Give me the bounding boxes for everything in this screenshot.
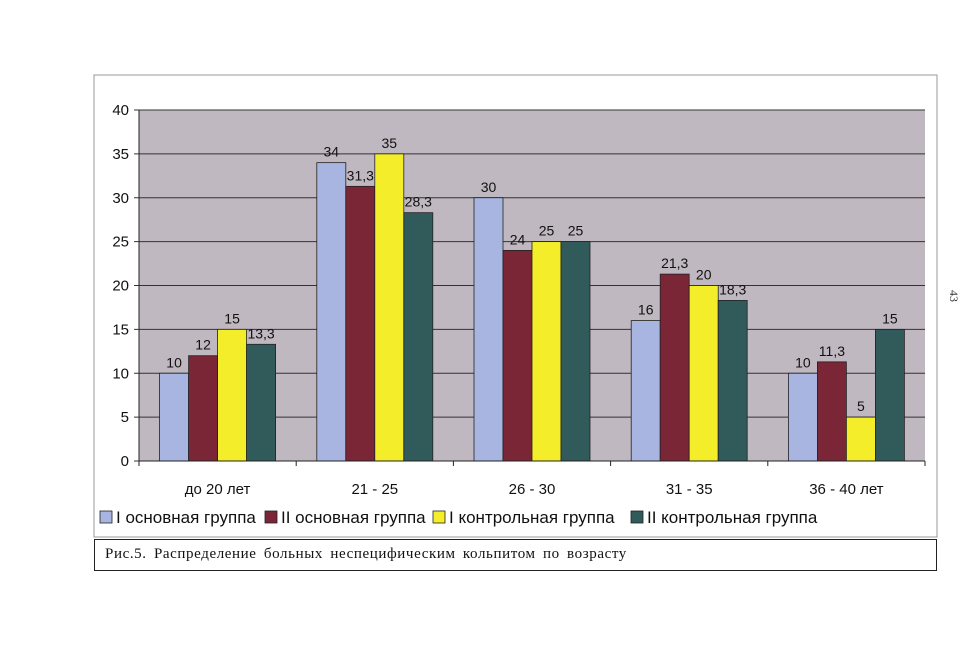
data-label: 5 bbox=[857, 398, 865, 414]
y-tick-label: 10 bbox=[112, 365, 129, 382]
y-axis-ticks: 0 5 10 15 20 25 30 35 40 bbox=[112, 102, 139, 470]
legend-swatch bbox=[264, 510, 278, 524]
data-label: 11,3 bbox=[819, 343, 845, 359]
bar bbox=[246, 343, 277, 462]
x-axis-ticks: до 20 лет 21 - 25 26 - 30 31 - 35 36 - 40 ле… bbox=[138, 461, 926, 498]
legend-label: I контрольная группа bbox=[449, 508, 615, 527]
data-label: 20 bbox=[696, 267, 712, 283]
data-label: 21,3 bbox=[661, 255, 688, 271]
bar bbox=[374, 153, 405, 462]
x-tick-label: 26 - 30 bbox=[509, 481, 556, 498]
bar bbox=[316, 162, 347, 462]
page-number: 43 bbox=[947, 290, 961, 302]
bar bbox=[688, 285, 719, 462]
data-label: 10 bbox=[795, 354, 811, 370]
y-tick-label: 35 bbox=[112, 146, 129, 163]
data-label: 35 bbox=[382, 135, 398, 151]
bar bbox=[502, 249, 533, 462]
bar bbox=[159, 372, 190, 462]
data-label: 30 bbox=[481, 179, 497, 195]
data-label: 13,3 bbox=[247, 325, 274, 341]
legend-swatch bbox=[432, 510, 446, 524]
bar bbox=[875, 328, 905, 462]
data-label: 15 bbox=[224, 310, 240, 326]
data-label: 18,3 bbox=[719, 281, 746, 297]
bars bbox=[159, 153, 905, 462]
legend-swatch bbox=[630, 510, 644, 524]
legend-swatch bbox=[99, 510, 113, 524]
legend-label: II контрольная группа bbox=[647, 508, 818, 527]
figure-caption: Рис.5. Распределение больных неспецифиче… bbox=[105, 546, 627, 562]
bar bbox=[473, 197, 504, 462]
data-labels: 10 12 15 13,3 34 31,3 35 28,3 30 24 25 25 16 21,3 20 18… bbox=[166, 135, 898, 414]
legend: I основная группа II основная группа I кон… bbox=[99, 508, 818, 527]
bar bbox=[560, 241, 591, 462]
legend-label: II основная группа bbox=[281, 508, 426, 527]
data-label: 12 bbox=[195, 337, 211, 353]
legend-label: I основная группа bbox=[116, 508, 256, 527]
bar bbox=[846, 416, 876, 462]
bar bbox=[403, 212, 434, 462]
x-tick-label: 31 - 35 bbox=[666, 481, 713, 498]
y-tick-label: 15 bbox=[112, 321, 129, 338]
y-tick-label: 30 bbox=[112, 190, 129, 207]
data-label: 10 bbox=[166, 354, 182, 370]
y-tick-label: 20 bbox=[112, 278, 129, 295]
y-tick-label: 25 bbox=[112, 234, 129, 251]
y-tick-label: 40 bbox=[112, 102, 129, 119]
bar bbox=[531, 241, 562, 462]
bar bbox=[788, 372, 818, 462]
x-tick-label: 21 - 25 bbox=[351, 481, 398, 498]
bar bbox=[717, 300, 748, 462]
bar bbox=[630, 320, 661, 462]
bar bbox=[345, 185, 376, 462]
data-label: 31,3 bbox=[347, 167, 374, 183]
data-label: 24 bbox=[510, 231, 526, 247]
data-label: 28,3 bbox=[405, 194, 432, 210]
data-label: 25 bbox=[568, 223, 584, 239]
figure-caption-box: Рис.5. Распределение больных неспецифиче… bbox=[94, 539, 937, 571]
y-tick-label: 0 bbox=[121, 453, 129, 470]
bar bbox=[659, 273, 690, 462]
y-tick-label: 5 bbox=[121, 409, 129, 426]
bar bbox=[188, 355, 219, 462]
data-label: 16 bbox=[638, 302, 654, 318]
x-tick-label: 36 - 40 лет bbox=[809, 481, 883, 498]
bar bbox=[217, 328, 248, 462]
x-tick-label: до 20 лет bbox=[185, 481, 251, 498]
data-label: 34 bbox=[324, 144, 340, 160]
data-label: 15 bbox=[882, 310, 898, 326]
data-label: 25 bbox=[539, 223, 555, 239]
bar bbox=[817, 361, 847, 462]
